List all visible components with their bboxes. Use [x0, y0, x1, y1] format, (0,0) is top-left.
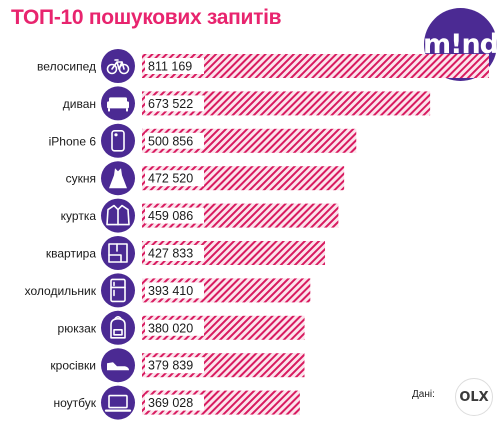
- dress-icon: [101, 161, 135, 196]
- category-label: холодильник: [25, 284, 97, 298]
- value-label: 459 086: [148, 209, 193, 223]
- backpack-icon: [101, 310, 135, 345]
- value-label-bg: [145, 95, 204, 112]
- olx-logo: OLX: [455, 378, 493, 416]
- value-label: 369 028: [148, 396, 193, 410]
- value-label-bg: [145, 170, 204, 187]
- category-label: рюкзак: [58, 321, 97, 335]
- phone-icon: [101, 123, 135, 158]
- value-label: 393 410: [148, 284, 193, 298]
- category-label: iPhone 6: [49, 134, 97, 148]
- sofa-icon: [101, 86, 135, 121]
- floorplan-icon: [101, 236, 135, 270]
- category-label: куртка: [61, 209, 97, 223]
- category-label: диван: [63, 97, 96, 111]
- category-label: квартира: [46, 247, 96, 261]
- jacket-icon: [101, 198, 135, 233]
- value-label: 427 833: [148, 247, 193, 261]
- bicycle-icon: [101, 49, 135, 83]
- value-label-bg: [145, 357, 204, 374]
- value-label: 673 522: [148, 97, 193, 111]
- category-label: кросівки: [50, 359, 96, 373]
- value-label-bg: [145, 245, 204, 261]
- category-label: велосипед: [37, 60, 96, 74]
- value-label-bg: [145, 282, 204, 299]
- laptop-icon: [101, 385, 135, 420]
- value-label-bg: [145, 58, 204, 74]
- value-label-bg: [145, 394, 204, 411]
- value-label: 472 520: [148, 172, 193, 186]
- chart-title: ТОП-10 пошукових запитів: [11, 6, 282, 29]
- source-label: Дані:: [412, 389, 435, 400]
- category-label: ноутбук: [53, 396, 96, 410]
- value-label: 500 856: [148, 134, 193, 148]
- olx-logo-text: OLX: [459, 389, 489, 405]
- value-label-bg: [145, 207, 204, 224]
- category-label: сукня: [66, 172, 96, 186]
- sneaker-icon: [101, 348, 135, 383]
- value-label: 811 169: [148, 60, 192, 74]
- value-label-bg: [145, 132, 204, 149]
- value-label-bg: [145, 319, 204, 336]
- fridge-icon: [101, 273, 135, 308]
- value-label: 379 839: [148, 359, 193, 373]
- value-label: 380 020: [148, 321, 193, 335]
